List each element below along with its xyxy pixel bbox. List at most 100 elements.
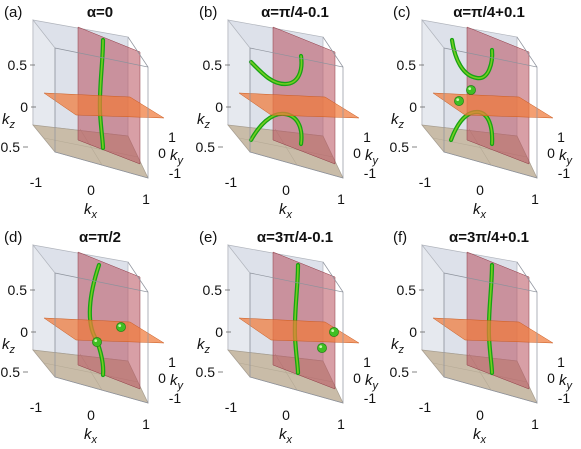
ky-tick: 1 (363, 354, 371, 370)
kz-tick: -0.5 (0, 139, 20, 155)
weyl-point-shine (331, 329, 335, 332)
kz0-plane (43, 317, 165, 344)
ky-tick: 0 (353, 145, 361, 161)
kx-axis-label-main: k (279, 201, 288, 218)
weyl-point-shine (118, 324, 122, 327)
kx-axis-label-sub: x (91, 434, 98, 446)
panel-title: α=0 (87, 4, 113, 21)
kz0-plane (238, 317, 360, 344)
ky-axis-label-sub: y (372, 155, 380, 167)
kx-tick: 0 (476, 182, 484, 198)
ky-tick: 0 (353, 370, 361, 386)
weyl-point-shine (94, 339, 98, 342)
kz-tick: 0 (20, 99, 28, 115)
kz-axis-label-main: k (197, 336, 206, 353)
kx-axis-label-main: k (279, 426, 288, 443)
kx-axis-label-main: k (84, 426, 93, 443)
ky-axis-label: ky (365, 147, 380, 167)
panel-label: (d) (4, 229, 22, 246)
ky-axis-label: ky (170, 147, 185, 167)
kz-tick: 0.5 (8, 282, 28, 298)
kz-axis-label-sub: z (9, 119, 16, 131)
kx-axis-label: kx (279, 201, 293, 221)
kx-axis-label-main: k (84, 201, 93, 218)
kz-tick: 0.5 (8, 57, 28, 73)
kz-axis-label-main: k (2, 111, 11, 128)
ky-axis-label-main: k (559, 372, 568, 389)
kx-tick: 0 (476, 407, 484, 423)
kx-tick: -1 (419, 399, 432, 415)
kx-tick: 0 (282, 182, 290, 198)
kx-tick: 1 (142, 416, 150, 432)
ky-tick: 1 (168, 129, 176, 145)
ky-tick: -1 (364, 390, 377, 406)
weyl-point (92, 337, 102, 347)
ky-tick: 0 (158, 145, 166, 161)
kz-tick: 0.5 (397, 57, 417, 73)
ky-axis-label-sub: y (177, 380, 185, 392)
kz-tick: 0.5 (397, 282, 417, 298)
front-edges (249, 272, 344, 404)
panel-label: (e) (199, 229, 217, 246)
kz-tick: 0.5 (203, 57, 223, 73)
kx-axis-label-sub: x (480, 209, 487, 221)
kx-tick: 1 (531, 191, 539, 207)
box-edge (516, 36, 538, 68)
panel-title: α=π/4-0.1 (261, 4, 329, 21)
kz-axis-label-sub: z (398, 344, 405, 356)
front-edges (443, 47, 538, 179)
weyl-point-shine (319, 345, 323, 348)
ky-tick: 1 (557, 354, 565, 370)
kz-axis-label-main: k (2, 336, 11, 353)
panel-label: (c) (393, 4, 411, 21)
kz-axis-label-main: k (197, 111, 206, 128)
ky-tick: 0 (158, 370, 166, 386)
ky-axis-label-sub: y (177, 155, 185, 167)
nodal-line-highlight (451, 39, 493, 79)
kz-axis-label: kz (197, 336, 211, 356)
weyl-point-shine (468, 87, 472, 90)
panel-label: (a) (4, 4, 22, 21)
kz-tick: 0 (409, 324, 417, 340)
kx-axis-label: kx (279, 426, 293, 446)
weyl-point (454, 96, 464, 106)
kz-tick: 0 (409, 99, 417, 115)
ky-axis-label: ky (170, 372, 185, 392)
kx-axis-label-sub: x (286, 434, 293, 446)
weyl-point (329, 327, 339, 337)
kx-tick: 0 (87, 182, 95, 198)
ky-tick: 1 (557, 129, 565, 145)
kx-tick: 0 (282, 407, 290, 423)
kx-axis-label-main: k (473, 426, 482, 443)
kz-axis-label-sub: z (9, 344, 16, 356)
kz-axis-label-sub: z (204, 119, 211, 131)
front-edges (54, 272, 149, 404)
ky-tick: 0 (547, 370, 555, 386)
weyl-point (317, 343, 327, 353)
kz-tick: -0.5 (389, 364, 409, 380)
panel-title: α=3π/4-0.1 (257, 229, 333, 246)
kz-axis-label-sub: z (398, 119, 405, 131)
kz0-plane (43, 92, 165, 119)
kx-tick: 0 (87, 407, 95, 423)
kz-axis-label: kz (391, 336, 405, 356)
kz-tick: 0 (215, 324, 223, 340)
kz-tick: -0.5 (195, 364, 215, 380)
ky-axis-label-main: k (365, 147, 374, 164)
kx-axis-label-sub: x (286, 209, 293, 221)
ky-tick: -1 (169, 165, 182, 181)
kx-tick: 1 (337, 191, 345, 207)
weyl-point (116, 322, 126, 332)
ky-axis-label-sub: y (372, 380, 380, 392)
